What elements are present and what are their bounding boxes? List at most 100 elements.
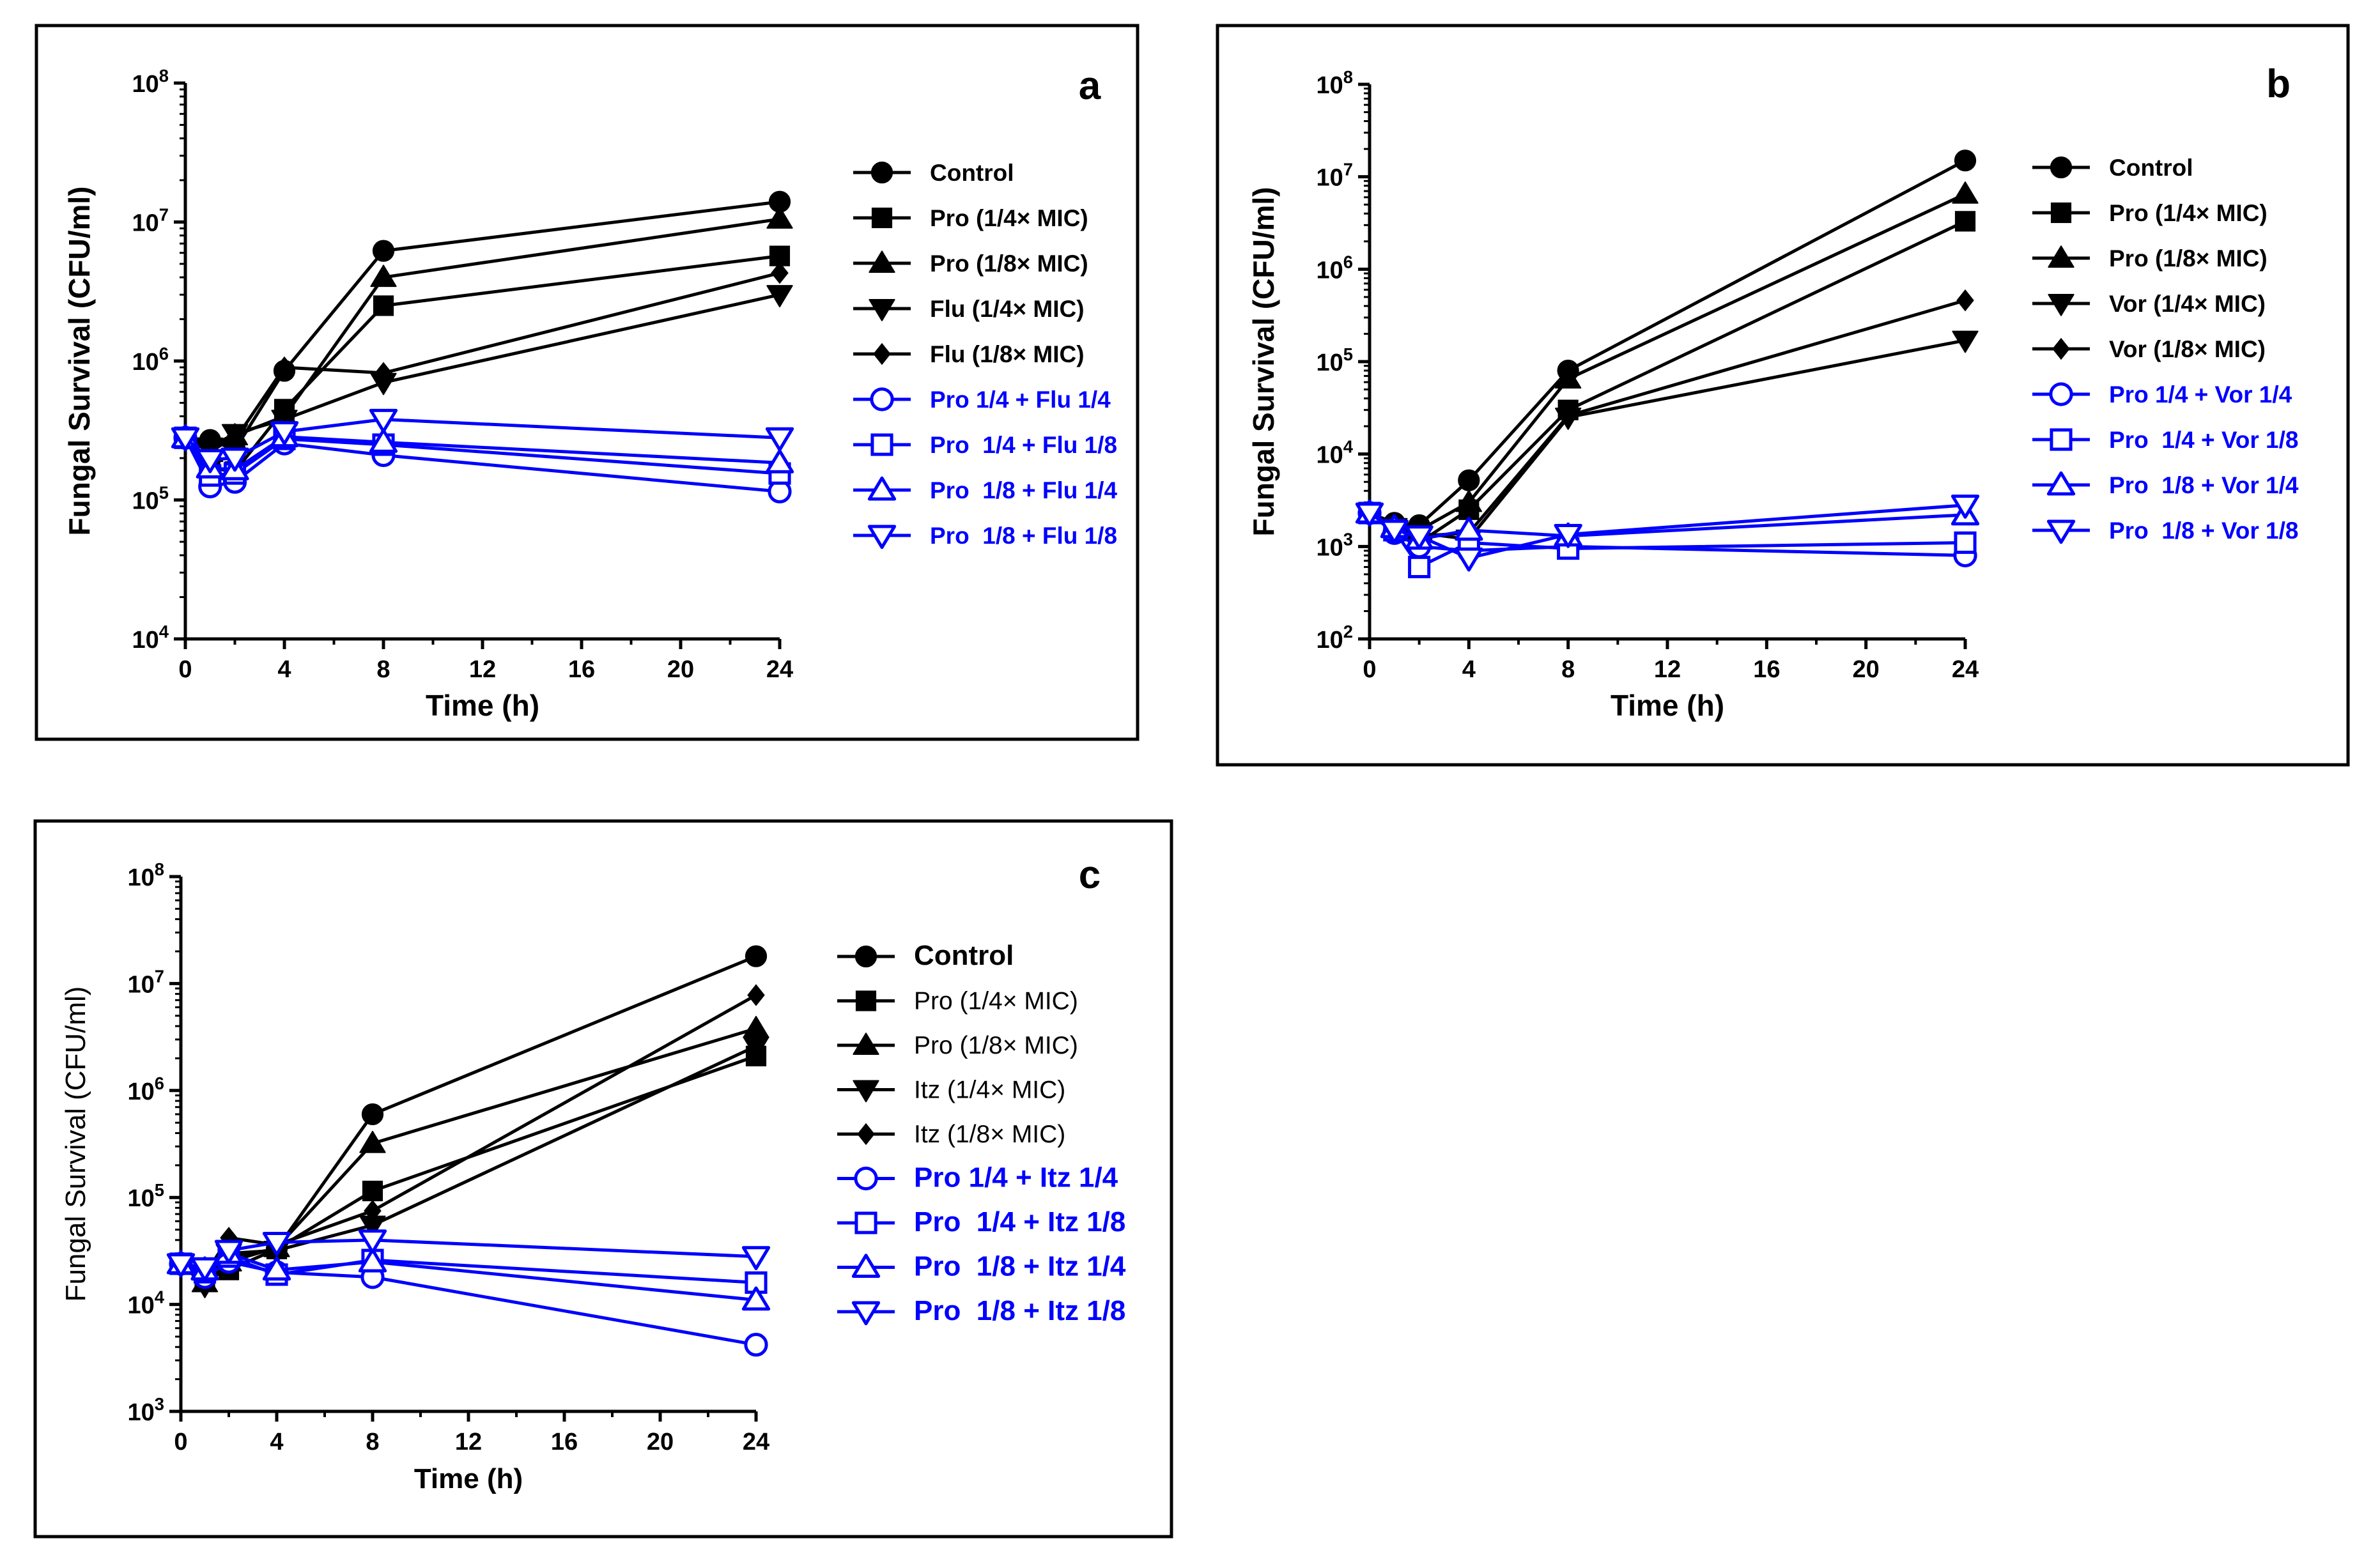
data-point <box>220 447 249 472</box>
series-flu-1-8-mic <box>176 262 789 454</box>
legend-item: Pro (1/8× MIC) <box>853 250 1088 277</box>
data-point <box>771 262 789 284</box>
x-tick-label: 16 <box>551 1429 578 1455</box>
legend-marker-triangle-down <box>2046 519 2076 544</box>
y-tick-label: 107 <box>132 205 169 237</box>
series-pro-1-8-vor-1-4 <box>1355 499 1980 550</box>
legend-marker-triangle-down <box>869 298 895 321</box>
legend-label: Pro 1/8 + Vor 1/8 <box>2109 518 2299 544</box>
legend-item: Pro 1/4 + Itz 1/4 <box>837 1162 1118 1194</box>
legend-item: Pro 1/8 + Flu 1/8 <box>853 523 1117 549</box>
data-point <box>375 362 392 384</box>
data-point <box>1956 289 1974 312</box>
x-tick-label: 20 <box>1853 656 1880 683</box>
data-point <box>271 410 298 433</box>
legend-item: Pro (1/4× MIC) <box>837 988 1078 1015</box>
data-point <box>747 984 765 1006</box>
data-point <box>369 429 398 453</box>
x-tick-label: 20 <box>667 656 694 683</box>
data-point <box>171 427 200 452</box>
series-line <box>1369 158 1967 527</box>
y-tick-label: 105 <box>132 483 169 515</box>
legend-item: Pro (1/4× MIC) <box>853 205 1088 231</box>
legend-label: Pro (1/4× MIC) <box>930 205 1088 231</box>
data-point <box>369 408 398 433</box>
x-tick-label: 12 <box>455 1429 482 1455</box>
y-axis-label: Fungal Survival (CFU/ml) <box>1247 187 1280 537</box>
legend-label: Pro 1/4 + Flu 1/4 <box>930 387 1111 413</box>
data-point <box>765 427 794 452</box>
legend-marker-square <box>854 1211 877 1234</box>
y-tick-label: 103 <box>128 1394 165 1426</box>
x-tick-label: 16 <box>568 656 595 683</box>
data-point <box>1951 495 1980 519</box>
data-point <box>358 1248 387 1273</box>
legend-item: Control <box>853 160 1014 186</box>
data-point <box>362 1180 383 1202</box>
series-itz-1-8-mic <box>172 984 765 1286</box>
data-point <box>190 1257 219 1282</box>
data-point <box>1559 404 1577 427</box>
x-tick-label: 4 <box>1462 656 1476 683</box>
x-tick-label: 8 <box>366 1429 379 1455</box>
y-tick-label: 106 <box>128 1073 165 1105</box>
data-point <box>765 449 794 473</box>
data-point <box>358 1229 387 1254</box>
legend-marker-square <box>2050 202 2072 224</box>
x-tick-label: 16 <box>1753 656 1780 683</box>
series-vor-1-8-mic <box>1361 289 1974 548</box>
legend-marker-circle <box>2050 156 2073 179</box>
legend-item: Pro 1/8 + Vor 1/8 <box>2032 518 2299 544</box>
data-point <box>743 1036 769 1059</box>
data-point <box>166 1253 196 1278</box>
legend-marker-triangle-up <box>869 250 895 273</box>
legend-label: Itz (1/4× MIC) <box>914 1077 1065 1104</box>
legend-item: Pro 1/4 + Flu 1/8 <box>853 432 1117 458</box>
data-point <box>741 1286 771 1311</box>
legend-marker-circle <box>870 161 893 184</box>
x-tick-label: 0 <box>178 656 192 683</box>
legend-label: Pro 1/4 + Itz 1/4 <box>914 1162 1118 1194</box>
legend-marker-triangle-up <box>2046 471 2076 496</box>
data-point <box>1952 330 1979 353</box>
legend-label: Pro (1/8× MIC) <box>930 250 1088 277</box>
y-tick-label: 108 <box>132 66 169 98</box>
series-control <box>1358 150 1977 537</box>
legend-item: Pro 1/8 + Vor 1/4 <box>2032 471 2299 498</box>
series-pro-1-8-vor-1-8 <box>1355 495 1980 572</box>
data-point <box>370 265 397 288</box>
data-point <box>743 1016 769 1038</box>
legend-label: Flu (1/8× MIC) <box>930 341 1085 367</box>
chart-panel-a: 0 4 8 12 16 20 24 104 105 106 107 108 Time (h) Fungal… <box>35 24 1140 741</box>
series-pro-1-8-itz-1-8 <box>166 1229 771 1282</box>
legend-marker-diamond <box>857 1123 875 1146</box>
y-tick-label: 107 <box>128 966 165 998</box>
data-point <box>1455 547 1483 572</box>
data-point <box>1555 366 1582 389</box>
series-pro-1-4-flu-1-4 <box>173 426 792 503</box>
legend-label: Pro 1/4 + Vor 1/4 <box>2109 381 2292 408</box>
legend-item: Pro 1/4 + Vor 1/4 <box>2032 381 2292 408</box>
series-pro-1-8-flu-1-8 <box>171 408 794 473</box>
y-tick-label: 106 <box>132 344 169 376</box>
legend: Control Pro (1/4× MIC) Pro (1/8× MIC) Vor (… <box>2032 155 2299 544</box>
y-tick-label: 107 <box>1317 160 1354 192</box>
legend-item: Pro (1/4× MIC) <box>2032 200 2268 226</box>
y-tick-label: 108 <box>128 859 165 891</box>
y-tick-label: 102 <box>1317 622 1354 654</box>
data-point <box>1954 150 1977 172</box>
legend-item: Pro 1/4 + Flu 1/4 <box>853 387 1111 413</box>
legend-marker-diamond <box>873 342 891 365</box>
legend-label: Itz (1/8× MIC) <box>914 1121 1065 1148</box>
data-point <box>372 240 395 262</box>
legend-item: Pro (1/8× MIC) <box>2032 245 2268 272</box>
x-tick-label: 0 <box>174 1429 187 1455</box>
legend-label: Pro 1/4 + Itz 1/8 <box>914 1206 1125 1238</box>
data-point <box>359 1130 386 1153</box>
legend-label: Control <box>2109 155 2193 181</box>
data-point <box>262 1256 291 1281</box>
series-line <box>180 1045 757 1287</box>
x-tick-label: 4 <box>277 656 291 683</box>
chart-panel-c: 0 4 8 12 16 20 24 103 104 105 106 107 108 Time (h) Fun… <box>33 819 1173 1539</box>
